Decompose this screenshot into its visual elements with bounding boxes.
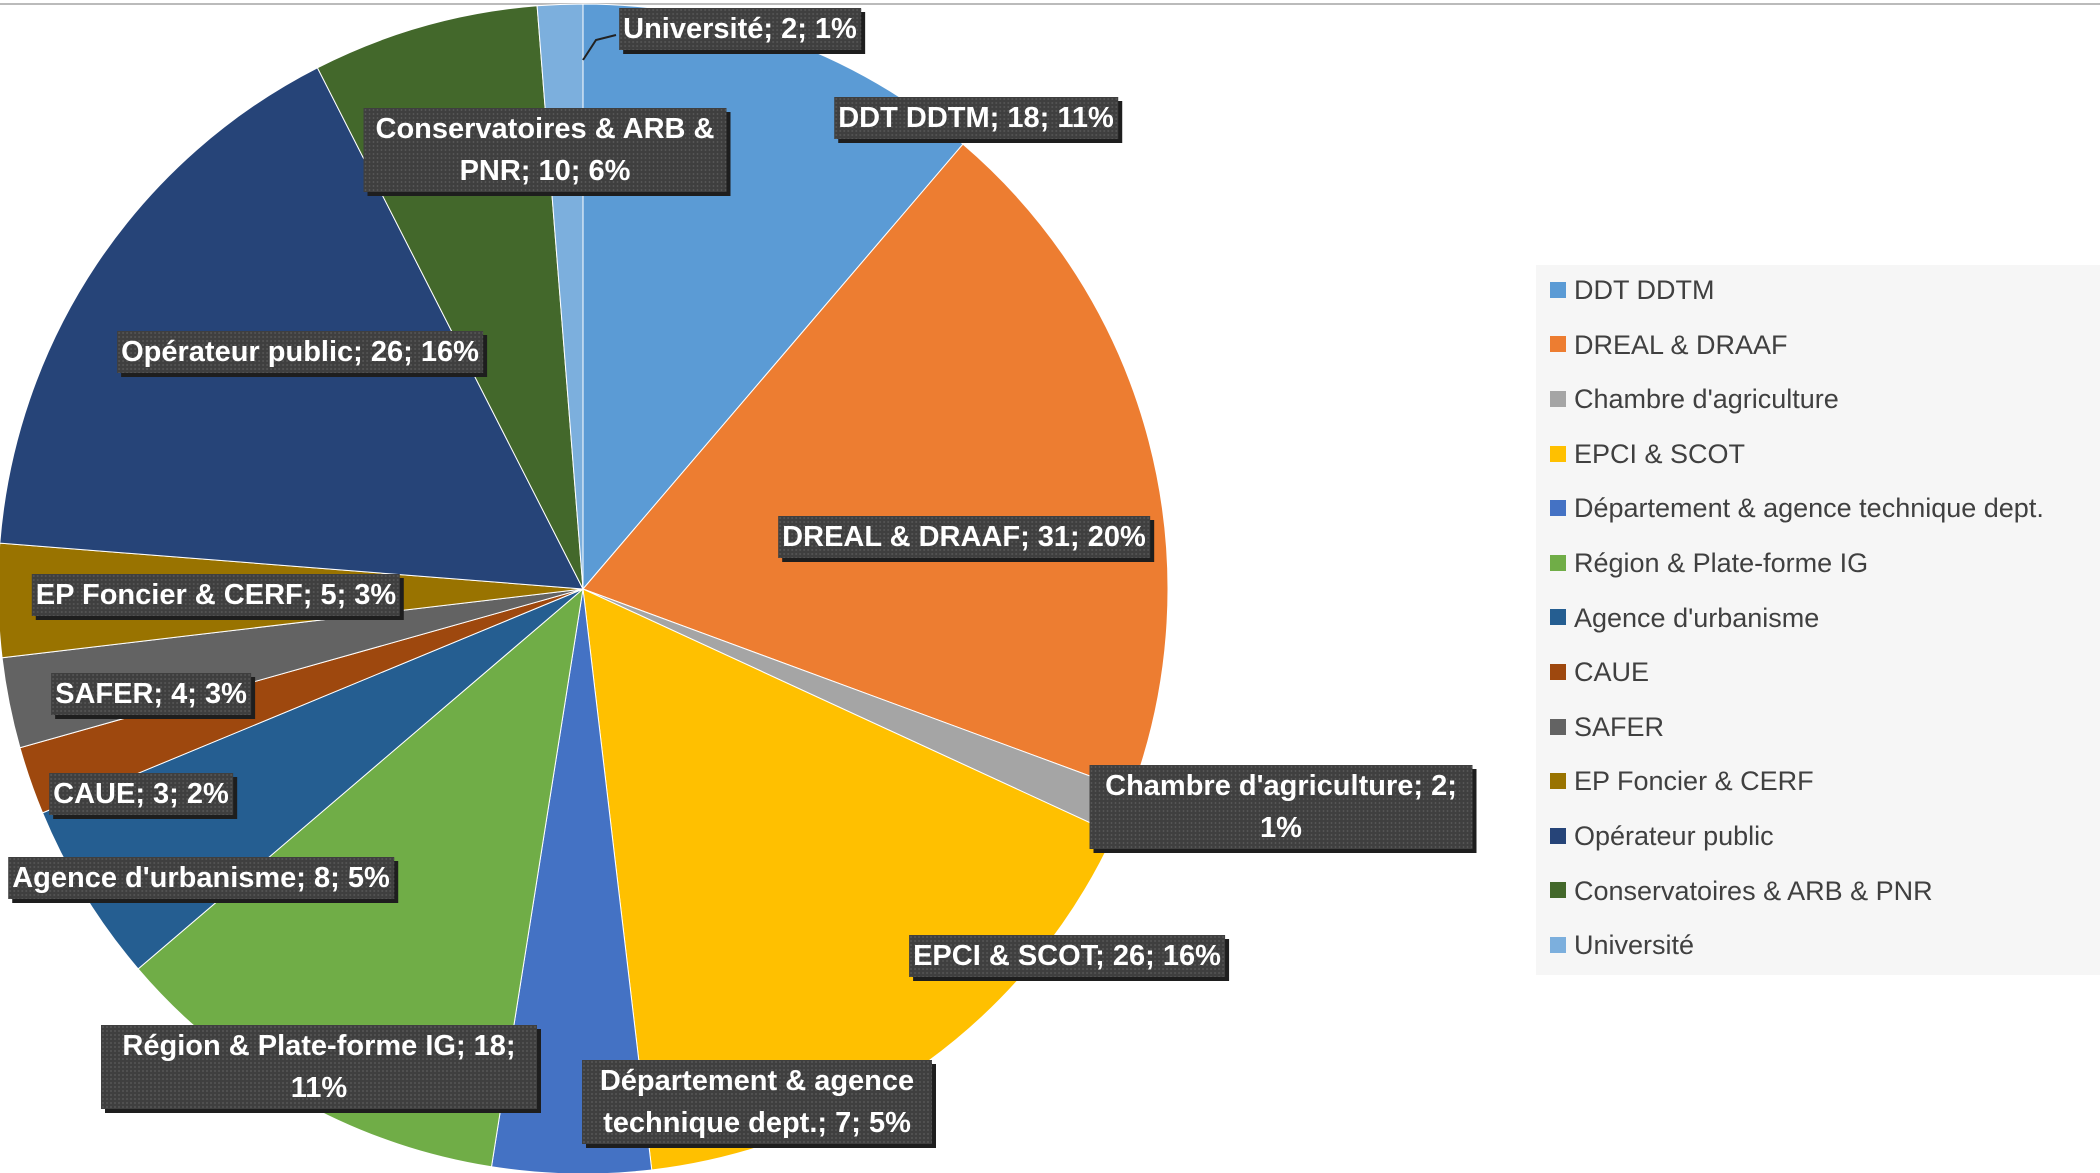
legend-item: EP Foncier & CERF — [1550, 766, 1814, 797]
legend-item: CAUE — [1550, 657, 1649, 688]
legend-item: EPCI & SCOT — [1550, 439, 1745, 470]
legend-swatch — [1550, 554, 1566, 571]
data-label: Chambre d'agriculture; 2; 1% — [1089, 765, 1473, 849]
data-label: EPCI & SCOT; 26; 16% — [909, 935, 1225, 977]
legend-swatch — [1550, 500, 1566, 517]
legend-swatch — [1550, 281, 1566, 298]
legend-swatch — [1550, 609, 1566, 626]
legend-label: Département & agence technique dept. — [1574, 493, 2044, 524]
pie-slice — [582, 143, 1169, 793]
legend-label: CAUE — [1574, 657, 1650, 688]
legend-item: Département & agence technique dept. — [1550, 493, 2044, 524]
data-label: Opérateur public; 26; 16% — [117, 331, 483, 373]
legend-label: Chambre d'agriculture — [1574, 384, 1839, 415]
legend-label: Conservatoires & ARB & PNR — [1574, 875, 1933, 906]
data-label: DDT DDTM; 18; 11% — [834, 97, 1118, 139]
data-label: CAUE; 3; 2% — [49, 773, 233, 815]
pie-slice — [0, 67, 584, 590]
legend-swatch — [1550, 773, 1566, 790]
legend-label: EPCI & SCOT — [1574, 438, 1746, 469]
legend-item: Agence d'urbanisme — [1550, 603, 1819, 634]
data-label: Région & Plate-forme IG; 18; 11% — [101, 1025, 537, 1109]
legend-label: Université — [1574, 930, 1695, 961]
data-label: DREAL & DRAAF; 31; 20% — [778, 516, 1150, 558]
leader-line — [582, 34, 617, 61]
data-label: Agence d'urbanisme; 8; 5% — [8, 857, 394, 899]
legend-swatch — [1550, 718, 1566, 735]
legend-label: Agence d'urbanisme — [1574, 602, 1820, 633]
legend-swatch — [1550, 882, 1566, 899]
legend-item: DDT DDTM — [1550, 275, 1714, 306]
legend-label: DDT DDTM — [1574, 275, 1715, 305]
data-label: EP Foncier & CERF; 5; 3% — [31, 574, 401, 616]
legend-item: Opérateur public — [1550, 821, 1774, 852]
legend-swatch — [1550, 336, 1566, 353]
data-label: Conservatoires & ARB & PNR; 10; 6% — [363, 108, 727, 192]
legend-item: DREAL & DRAAF — [1550, 330, 1788, 361]
legend-label: SAFER — [1574, 711, 1665, 742]
legend-label: Opérateur public — [1574, 821, 1774, 851]
legend: DDT DDTM DREAL & DRAAF Chambre d'agricultu… — [1536, 265, 2100, 975]
legend-item: Conservatoires & ARB & PNR — [1550, 876, 1933, 907]
legend-item: Région & Plate-forme IG — [1550, 548, 1868, 579]
legend-swatch — [1550, 664, 1566, 681]
data-label: SAFER; 4; 3% — [51, 673, 251, 715]
data-label: Département & agence technique dept.; 7;… — [582, 1060, 932, 1144]
legend-swatch — [1550, 937, 1566, 954]
legend-label: EP Foncier & CERF — [1574, 766, 1814, 797]
legend-swatch — [1550, 827, 1566, 844]
legend-item: Chambre d'agriculture — [1550, 384, 1839, 415]
legend-swatch — [1550, 445, 1566, 462]
legend-swatch — [1550, 391, 1566, 408]
legend-label: Région & Plate-forme IG — [1574, 548, 1869, 578]
legend-item: SAFER — [1550, 712, 1664, 743]
data-label: Université; 2; 1% — [619, 8, 861, 50]
legend-item: Université — [1550, 930, 1694, 961]
legend-label: DREAL & DRAAF — [1574, 329, 1788, 360]
